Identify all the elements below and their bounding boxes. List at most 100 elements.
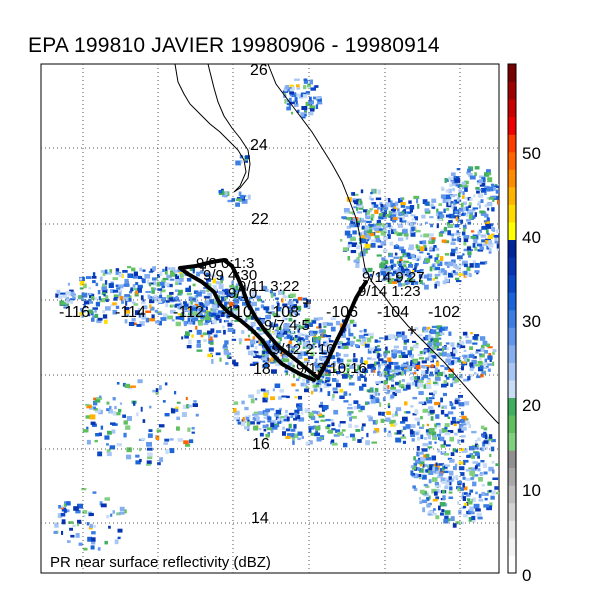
- echo-pixel: [406, 274, 412, 277]
- echo-pixel: [398, 212, 403, 216]
- echo-pixel: [292, 433, 295, 438]
- echo-pixel: [366, 225, 373, 229]
- echo-pixel: [112, 289, 119, 293]
- echo-pixel: [306, 91, 310, 94]
- echo-pixel: [419, 468, 424, 473]
- echo-pixel: [171, 267, 176, 273]
- echo-pixel: [97, 290, 101, 295]
- echo-pixel: [426, 433, 429, 436]
- echo-pixel: [324, 380, 330, 383]
- echo-pixel: [487, 172, 492, 176]
- echo-pixel: [470, 210, 474, 213]
- echo-pixel: [256, 351, 260, 356]
- echo-pixel: [342, 247, 349, 252]
- echo-pixel: [482, 340, 488, 346]
- echo-pixel: [425, 334, 430, 340]
- echo-pixel: [154, 287, 157, 291]
- echo-pixel: [196, 349, 203, 352]
- colorbar-step: [508, 362, 516, 381]
- echo-pixel: [349, 433, 355, 438]
- echo-pixel: [444, 432, 451, 436]
- echo-pixel: [420, 416, 423, 420]
- echo-pixel: [288, 104, 292, 108]
- echo-pixel: [93, 407, 98, 411]
- echo-pixel: [287, 306, 291, 309]
- echo-pixel: [426, 326, 431, 330]
- echo-pixel: [423, 351, 426, 355]
- echo-pixel: [380, 271, 387, 276]
- echo-pixel: [174, 391, 177, 395]
- echo-pixel: [103, 294, 106, 297]
- echo-pixel: [460, 439, 465, 443]
- echo-pixel: [202, 332, 208, 336]
- echo-pixel: [270, 429, 274, 433]
- echo-pixel: [369, 347, 375, 351]
- echo-pixel: [337, 431, 343, 436]
- echo-pixel: [224, 340, 229, 345]
- echo-pixel: [391, 263, 395, 267]
- echo-pixel: [81, 488, 87, 491]
- echo-pixel: [340, 239, 343, 242]
- echo-pixel: [185, 287, 191, 292]
- echo-pixel: [111, 429, 116, 434]
- echo-pixel: [123, 420, 128, 425]
- echo-pixel: [314, 365, 319, 371]
- echo-pixel: [264, 352, 270, 358]
- echo-pixel: [489, 502, 493, 508]
- echo-pixel: [242, 301, 248, 306]
- echo-pixel: [192, 268, 195, 274]
- echo-pixel: [485, 239, 488, 244]
- echo-pixel: [91, 423, 97, 427]
- echo-pixel: [377, 353, 381, 358]
- echo-pixel: [130, 287, 133, 292]
- echo-pixel: [457, 487, 462, 492]
- echo-pixel: [192, 306, 197, 311]
- echo-pixel: [444, 261, 450, 265]
- echo-pixel: [434, 425, 437, 430]
- echo-pixel: [305, 335, 309, 341]
- echo-pixel: [92, 315, 97, 318]
- echo-pixel: [433, 381, 438, 384]
- echo-pixel: [477, 516, 483, 520]
- echo-pixel: [426, 366, 429, 371]
- echo-pixel: [449, 402, 454, 407]
- echo-pixel: [337, 361, 341, 364]
- echo-pixel: [337, 358, 344, 363]
- echo-pixel: [330, 419, 334, 422]
- echo-pixel: [202, 309, 206, 313]
- echo-pixel: [243, 194, 247, 198]
- echo-pixel: [461, 492, 464, 497]
- echo-pixel: [199, 303, 204, 306]
- echo-pixel: [417, 203, 420, 209]
- echo-pixel: [370, 398, 376, 404]
- echo-pixel: [79, 277, 83, 281]
- echo-pixel: [207, 330, 213, 335]
- echo-pixel: [418, 461, 425, 465]
- echo-pixel: [303, 351, 308, 356]
- lon-label-110: -110: [221, 304, 252, 321]
- echo-pixel: [459, 340, 465, 345]
- echo-pixel: [265, 433, 270, 438]
- echo-pixel: [462, 496, 466, 501]
- echo-pixel: [488, 353, 492, 358]
- echo-pixel: [461, 364, 465, 367]
- echo-pixel: [171, 319, 175, 322]
- echo-pixel: [180, 313, 185, 316]
- echo-pixel: [89, 293, 95, 299]
- echo-pixel: [124, 306, 130, 311]
- echo-pixel: [463, 263, 468, 268]
- echo-pixel: [90, 545, 95, 550]
- echo-pixel: [294, 103, 299, 107]
- echo-pixel: [447, 353, 451, 358]
- echo-pixel: [142, 419, 146, 423]
- echo-pixel: [127, 266, 132, 269]
- echo-pixel: [324, 343, 329, 347]
- echo-pixel: [141, 314, 147, 320]
- echo-pixel: [69, 289, 74, 294]
- echo-pixel: [181, 336, 184, 340]
- echo-pixel: [435, 212, 439, 216]
- echo-pixel: [279, 389, 285, 393]
- echo-pixel: [187, 427, 191, 432]
- echo-pixel: [320, 437, 324, 439]
- echo-pixel: [444, 453, 450, 456]
